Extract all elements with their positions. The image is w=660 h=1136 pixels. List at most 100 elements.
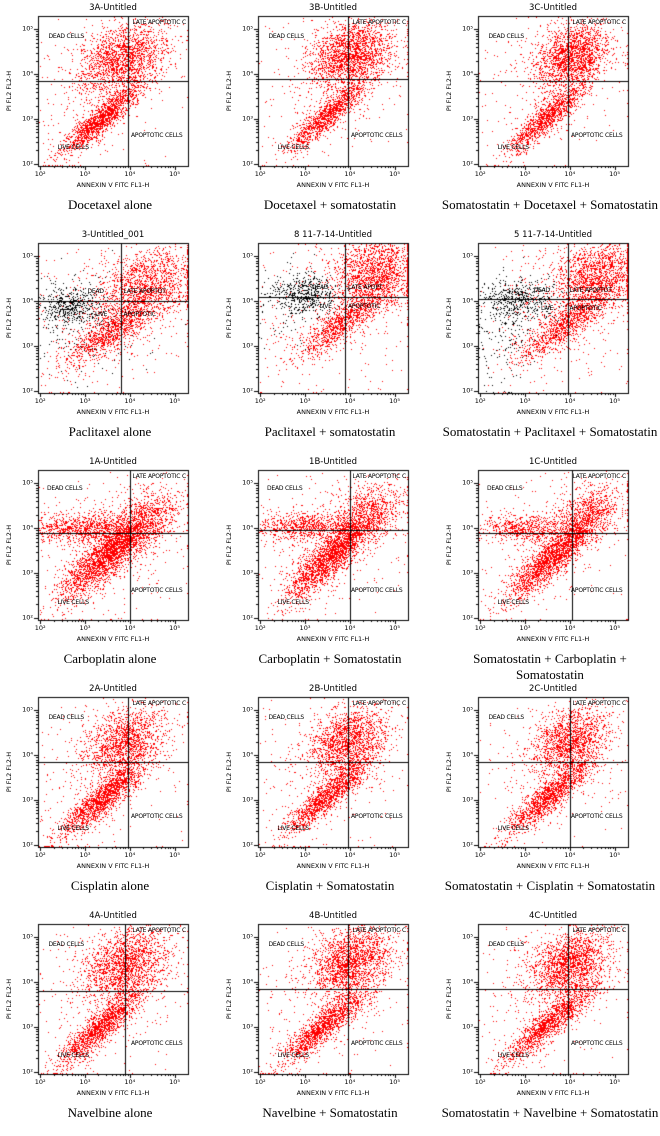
x-tick-label: 10⁴	[124, 397, 136, 405]
y-tick-label: 10⁵	[22, 251, 33, 260]
x-tick-label: 10³	[299, 397, 311, 405]
x-tick-label: 10³	[519, 1078, 531, 1086]
x-tick-label: 10⁴	[564, 397, 576, 405]
y-axis-label-text: PI FL2 FL2-H	[445, 524, 453, 566]
flow-cytometry-panel: 1C-Untitled DEAD CELLS LATE APOPTOTIC C LI…	[440, 454, 660, 682]
x-tick-label: 10²	[34, 1078, 46, 1086]
scatter-plot-canvas	[440, 0, 660, 227]
scatter-plot-canvas	[220, 0, 440, 227]
flow-cytometry-panel: 3B-Untitled DEAD CELLS LATE APOPTOTIC C LI…	[220, 0, 440, 227]
x-tick-label: 10²	[254, 1078, 266, 1086]
y-axis-tick-labels: 10² 10³ 10⁴ 10⁵	[0, 697, 36, 847]
y-tick-label: 10⁴	[22, 69, 33, 78]
y-axis-label-text: PI FL2 FL2-H	[5, 751, 13, 793]
y-axis-tick-labels: 10² 10³ 10⁴ 10⁵	[440, 470, 476, 620]
plot-title: 8 11-7-14-Untitled	[294, 230, 372, 240]
y-axis-label-text: PI FL2 FL2-H	[445, 70, 453, 112]
x-tick-label: 10²	[34, 851, 46, 859]
x-tick-label: 10⁵	[609, 170, 621, 178]
flow-cytometry-panel: 8 11-7-14-Untitled DEAD LATE APOPT LIVE APO…	[220, 227, 440, 454]
panel-caption: Somatostatin + Paclitaxel + Somatostatin	[442, 424, 658, 439]
y-tick-label: 10³	[242, 795, 253, 804]
x-axis-tick-labels: 10² 10³ 10⁴ 10⁵	[34, 624, 188, 634]
y-axis-label-text: PI FL2 FL2-H	[5, 297, 13, 339]
plot-title: 3A-Untitled	[89, 3, 137, 13]
y-tick-label: 10⁵	[22, 478, 33, 487]
y-tick-label: 10⁴	[242, 750, 253, 759]
y-axis-tick-labels: 10² 10³ 10⁴ 10⁵	[0, 470, 36, 620]
y-tick-label: 10⁴	[22, 296, 33, 305]
x-tick-label: 10²	[254, 624, 266, 632]
y-tick-label: 10²	[22, 159, 33, 168]
scatter-plot-canvas	[220, 908, 440, 1135]
y-tick-label: 10²	[242, 159, 253, 168]
flow-cytometry-panel: 2A-Untitled DEAD CELLS LATE APOPTOTIC C LI…	[0, 681, 220, 908]
x-tick-label: 10³	[299, 851, 311, 859]
x-tick-label: 10⁴	[124, 624, 136, 632]
x-tick-label: 10³	[79, 851, 91, 859]
y-tick-label: 10⁴	[242, 523, 253, 532]
x-tick-label: 10⁴	[344, 624, 356, 632]
x-tick-label: 10²	[34, 624, 46, 632]
x-tick-label: 10²	[254, 397, 266, 405]
flow-cytometry-panel: 2B-Untitled DEAD CELLS LATE APOPTOTIC C LI…	[220, 681, 440, 908]
panel-caption: Somatostatin + Carboplatin + Somatostati…	[473, 651, 627, 682]
y-tick-label: 10⁵	[22, 705, 33, 714]
y-tick-label: 10²	[462, 159, 473, 168]
x-axis-tick-labels: 10² 10³ 10⁴ 10⁵	[474, 170, 628, 180]
y-tick-label: 10⁴	[462, 296, 473, 305]
y-tick-label: 10⁵	[242, 478, 253, 487]
flow-cytometry-panel: 3A-Untitled DEAD CELLS LATE APOPTOTIC C LI…	[0, 0, 220, 227]
flow-cytometry-panel: 2C-Untitled DEAD CELLS LATE APOPTOTIC C LI…	[440, 681, 660, 908]
x-tick-label: 10²	[474, 170, 486, 178]
panel-caption: Somatostatin + Navelbine + Somatostatin	[441, 1105, 659, 1120]
flow-cytometry-panel: 1B-Untitled DEAD CELLS LATE APOPTOTIC C LI…	[220, 454, 440, 681]
y-axis-tick-labels: 10² 10³ 10⁴ 10⁵	[220, 16, 256, 166]
x-tick-label: 10³	[519, 397, 531, 405]
x-axis-tick-labels: 10² 10³ 10⁴ 10⁵	[254, 624, 408, 634]
x-tick-label: 10³	[299, 624, 311, 632]
scatter-plot-canvas	[220, 681, 440, 908]
y-tick-label: 10⁵	[242, 24, 253, 33]
scatter-plot-canvas	[0, 454, 220, 681]
plot-title: 3-Untitled_001	[81, 230, 145, 240]
x-tick-label: 10²	[474, 1078, 486, 1086]
x-tick-label: 10⁵	[169, 624, 181, 632]
x-tick-label: 10⁴	[124, 851, 136, 859]
y-tick-label: 10³	[22, 795, 33, 804]
x-axis-label: ANNEXIN V FITC FL1-H	[296, 862, 370, 870]
scatter-plot-canvas	[440, 908, 660, 1135]
x-axis-label: ANNEXIN V FITC FL1-H	[296, 181, 370, 189]
x-tick-label: 10⁴	[344, 1078, 356, 1086]
y-tick-label: 10³	[22, 341, 33, 350]
y-tick-label: 10⁵	[242, 932, 253, 941]
plot-title: 4C-Untitled	[528, 911, 578, 921]
y-tick-label: 10²	[242, 840, 253, 849]
scatter-plot-canvas	[220, 454, 440, 681]
y-axis-tick-labels: 10² 10³ 10⁴ 10⁵	[220, 470, 256, 620]
y-tick-label: 10²	[242, 1067, 253, 1076]
x-tick-label: 10²	[254, 851, 266, 859]
y-axis-tick-labels: 10² 10³ 10⁴ 10⁵	[440, 924, 476, 1074]
plot-title: 4A-Untitled	[89, 911, 137, 921]
x-axis-tick-labels: 10² 10³ 10⁴ 10⁵	[34, 1078, 188, 1088]
x-axis-tick-labels: 10² 10³ 10⁴ 10⁵	[475, 625, 628, 634]
x-tick-label: 10⁵	[609, 397, 621, 405]
x-axis-label: ANNEXIN V FITC FL1-H	[516, 181, 590, 189]
x-axis-tick-labels: 10² 10³ 10⁴ 10⁵	[254, 851, 408, 861]
y-tick-label: 10³	[242, 568, 253, 577]
y-axis-tick-labels: 10² 10³ 10⁴ 10⁵	[0, 924, 36, 1074]
plot-title: 3B-Untitled	[309, 3, 357, 13]
y-axis-label-text: PI FL2 FL2-H	[445, 978, 453, 1020]
scatter-plot-canvas	[440, 681, 660, 908]
y-tick-label: 10⁴	[22, 750, 33, 759]
x-tick-label: 10³	[79, 1078, 91, 1086]
x-tick-label: 10²	[474, 851, 486, 859]
x-tick-label: 10⁴	[564, 170, 576, 178]
x-tick-label: 10³	[79, 397, 91, 405]
panel-caption: Somatostatin + Cisplatin + Somatostatin	[444, 878, 656, 893]
y-tick-label: 10²	[242, 613, 253, 622]
y-tick-label: 10³	[242, 341, 253, 350]
x-axis-label: ANNEXIN V FITC FL1-H	[76, 181, 150, 189]
